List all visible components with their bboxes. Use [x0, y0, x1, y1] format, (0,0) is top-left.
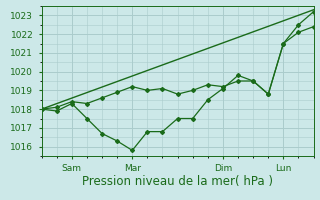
- X-axis label: Pression niveau de la mer( hPa ): Pression niveau de la mer( hPa ): [82, 175, 273, 188]
